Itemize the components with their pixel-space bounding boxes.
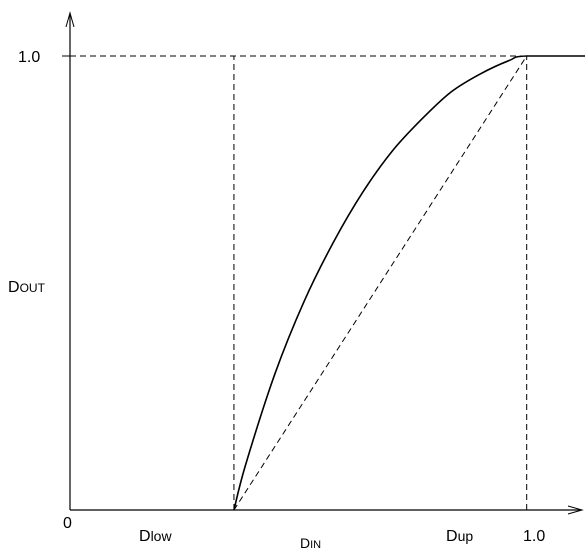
origin-label: 0	[63, 515, 72, 532]
x-tick-label-up: Dup	[446, 528, 473, 545]
series-line-0	[233, 55, 585, 511]
y-axis-arrow-icon	[65, 11, 75, 28]
series-line-1	[233, 55, 528, 511]
x-axis-label: DIN	[300, 535, 321, 549]
x-tick-label-right: 1.0	[523, 528, 545, 545]
y-axis-label: DOUT	[8, 279, 46, 296]
y-tick-label-top: 1.0	[18, 49, 40, 66]
x-axis-arrow-icon	[567, 505, 584, 515]
x-tick-label-low: Dlow	[139, 528, 172, 545]
